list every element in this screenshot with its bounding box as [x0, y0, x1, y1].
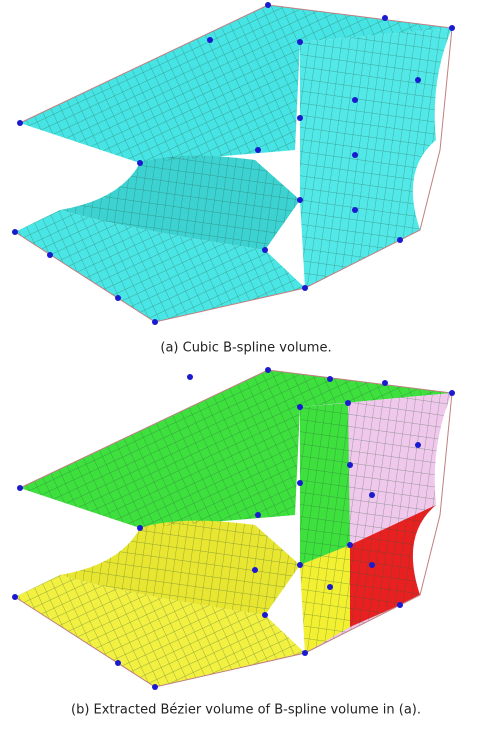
control-point [297, 197, 303, 203]
control-point [369, 492, 375, 498]
control-point [137, 160, 143, 166]
control-point [297, 404, 303, 410]
control-point [47, 252, 53, 258]
control-point [382, 380, 388, 386]
caption: (a) Cubic B-spline volume. [160, 341, 331, 356]
control-point [449, 390, 455, 396]
control-point [187, 374, 193, 380]
page: (a) Cubic B-spline volume. (b) Extracted… [0, 0, 493, 729]
control-point [415, 442, 421, 448]
control-point [297, 115, 303, 121]
control-point [12, 229, 18, 235]
control-point [397, 602, 403, 608]
control-point [297, 562, 303, 568]
control-point [17, 120, 23, 126]
control-point [17, 485, 23, 491]
control-point [369, 562, 375, 568]
control-point [265, 367, 271, 373]
control-point [115, 295, 121, 301]
control-point [352, 97, 358, 103]
control-point [327, 376, 333, 382]
control-point [415, 77, 421, 83]
control-point [382, 15, 388, 21]
control-point [262, 247, 268, 253]
figure-a [12, 2, 455, 325]
control-point [255, 147, 261, 153]
control-point [115, 660, 121, 666]
control-point [352, 207, 358, 213]
control-point [302, 650, 308, 656]
control-point [327, 584, 333, 590]
control-point [152, 319, 158, 325]
control-point [152, 684, 158, 690]
control-point [137, 525, 143, 531]
control-point [262, 612, 268, 618]
control-point [347, 462, 353, 468]
control-point [397, 237, 403, 243]
figure-b [12, 367, 455, 690]
control-point [302, 285, 308, 291]
control-point [265, 2, 271, 8]
control-point [352, 152, 358, 158]
control-point [347, 542, 353, 548]
control-point [252, 567, 258, 573]
control-point [12, 594, 18, 600]
control-point [345, 400, 351, 406]
control-point [297, 39, 303, 45]
caption: (b) Extracted Bézier volume of B-spline … [71, 703, 421, 718]
control-point [255, 512, 261, 518]
control-point [207, 37, 213, 43]
control-point [297, 480, 303, 486]
figure-page: (a) Cubic B-spline volume. (b) Extracted… [0, 0, 493, 729]
control-point [449, 25, 455, 31]
